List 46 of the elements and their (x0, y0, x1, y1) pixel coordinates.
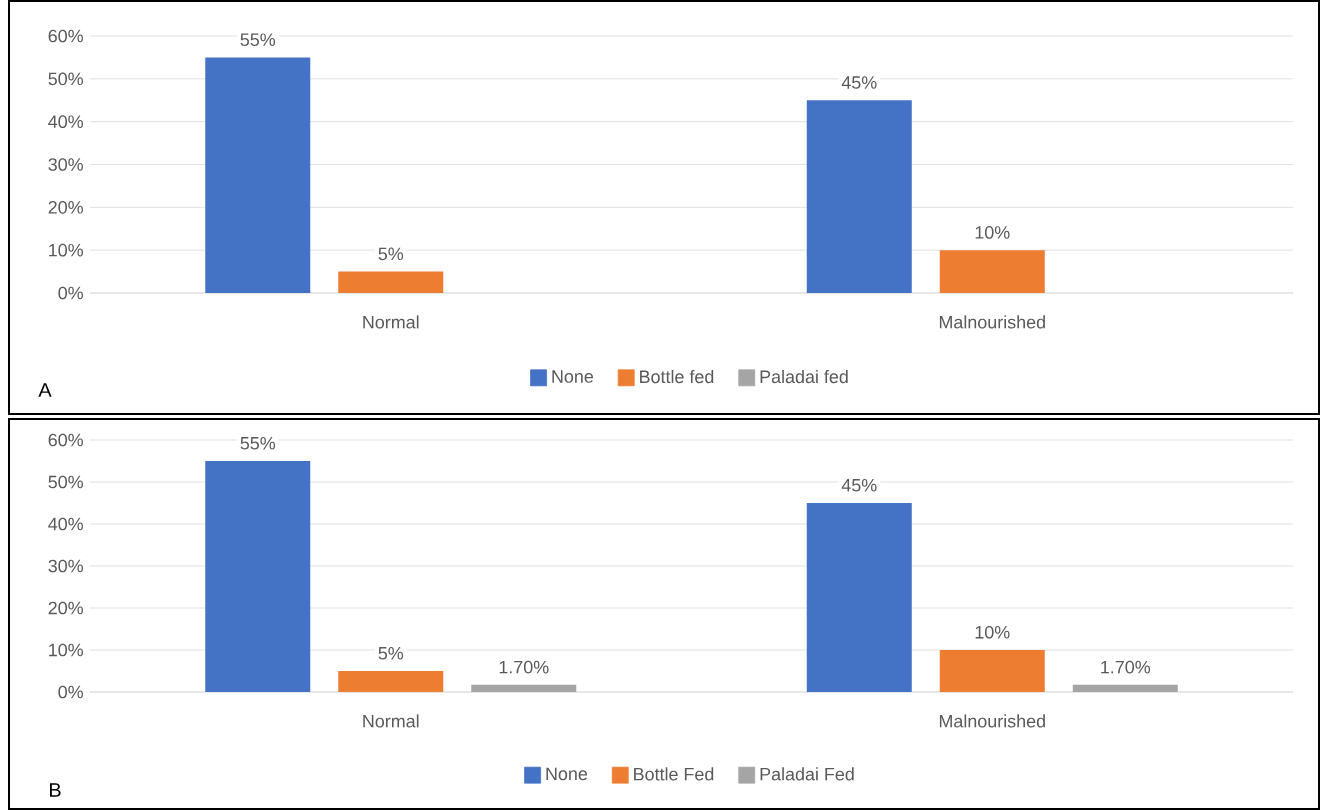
y-tick-label: 40% (48, 517, 83, 531)
bar (939, 650, 1045, 692)
bar (806, 100, 912, 293)
legend-label: Paladai fed (760, 369, 848, 384)
x-tick-label: Malnourished (939, 315, 1045, 329)
bar (1072, 684, 1178, 692)
y-tick-label: 30% (48, 158, 83, 171)
legend-label: None (552, 370, 594, 383)
y-tick-label: 20% (48, 200, 83, 214)
x-tick-label: Normal (363, 315, 419, 329)
bar (806, 503, 912, 692)
x-tick-label: Normal (363, 714, 419, 728)
data-label: 10% (975, 226, 1010, 239)
bar (471, 684, 577, 692)
legend-label: Paladai Fed (760, 767, 854, 781)
legend-label: Bottle fed (640, 369, 714, 384)
data-label: 5% (378, 646, 404, 660)
text: B (49, 783, 61, 797)
text: A (38, 383, 52, 397)
y-tick-label: 50% (48, 72, 83, 86)
y-tick-label: 10% (49, 643, 83, 657)
bar (205, 57, 311, 293)
y-tick-label: 60% (48, 29, 83, 43)
data-label: 55% (240, 33, 276, 47)
data-label: 10% (975, 625, 1010, 639)
bar (338, 671, 444, 692)
x-tick-label: Malnourished (939, 714, 1045, 728)
y-tick-label: 0% (58, 286, 83, 300)
y-tick-label: 10% (49, 243, 83, 257)
y-tick-label: 20% (48, 601, 83, 615)
bar (338, 271, 444, 293)
legend-label: Bottle Fed (634, 767, 714, 781)
data-label: 55% (240, 436, 276, 450)
y-tick-label: 0% (58, 685, 83, 699)
data-label: 5% (378, 247, 404, 261)
data-label: 45% (841, 76, 877, 89)
legend-label: None (546, 767, 588, 781)
data-label: 1.70% (1101, 660, 1151, 674)
data-label: 45% (841, 478, 877, 492)
bar (939, 250, 1045, 293)
y-tick-label: 50% (48, 475, 83, 489)
data-label: 1.70% (499, 660, 549, 674)
y-tick-label: 30% (48, 559, 83, 573)
y-tick-label: 60% (48, 433, 83, 447)
y-tick-label: 40% (48, 115, 83, 129)
bar (205, 461, 311, 692)
